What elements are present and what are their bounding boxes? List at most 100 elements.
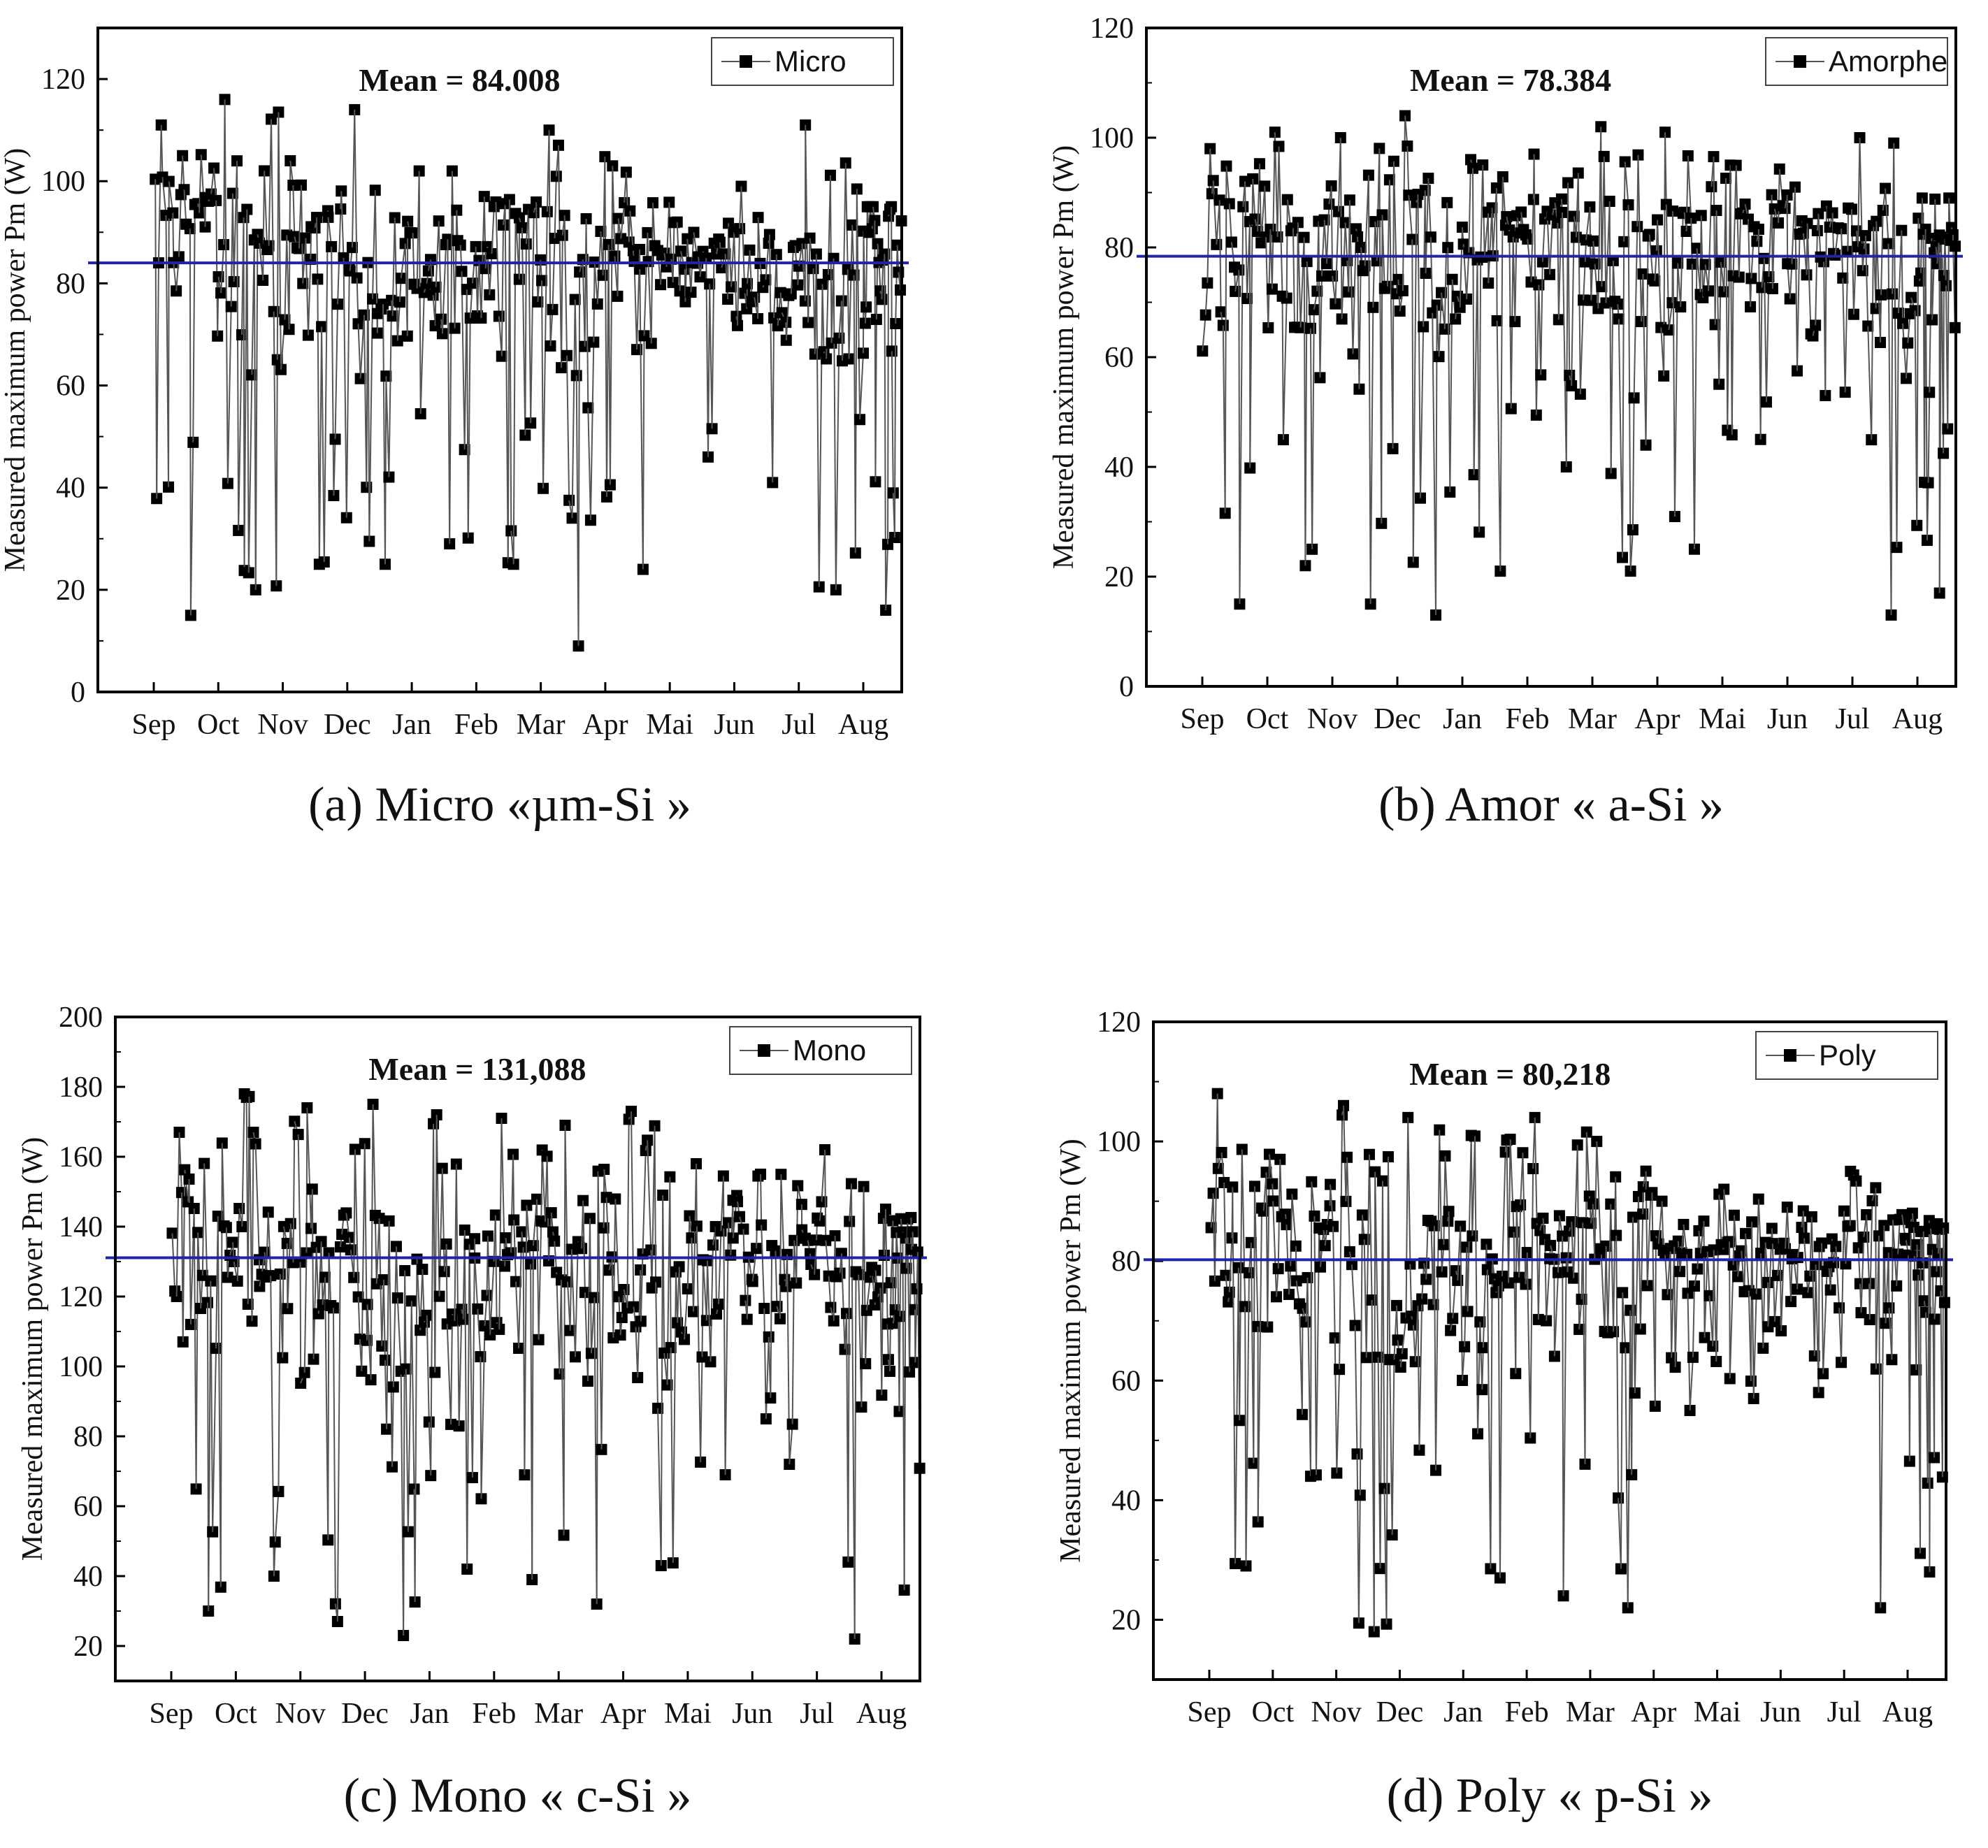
series-d-segment-318 — [1880, 1225, 1885, 1608]
series-a-segment-311 — [821, 284, 825, 352]
series-c-segment-199 — [597, 1171, 603, 1450]
series-d-point-54 — [1319, 1240, 1331, 1252]
series-d-point-246 — [1724, 1373, 1736, 1385]
series-d-point-66 — [1344, 1246, 1355, 1257]
series-d-segment-247 — [1729, 1264, 1734, 1379]
x-tick-label-a-4: Jan — [392, 709, 431, 741]
series-a-segment-348 — [885, 544, 889, 611]
series-c-point-66 — [308, 1353, 319, 1365]
series-a-segment-213 — [609, 166, 614, 485]
series-c-point-25 — [220, 1222, 232, 1234]
series-a-segment-210 — [604, 157, 607, 497]
series-b-segment-197 — [1627, 205, 1632, 572]
series-d-point-28 — [1263, 1148, 1275, 1160]
series-c-segment-222 — [647, 1140, 652, 1250]
y-tick-label-d-0: 20 — [1111, 1604, 1141, 1636]
series-b-point-129 — [1477, 159, 1489, 171]
series-b-point-56 — [1318, 214, 1330, 226]
series-c-segment-47 — [270, 1276, 275, 1577]
series-b-segment-69 — [1348, 200, 1354, 354]
series-b-point-235 — [1708, 151, 1720, 163]
series-d-segment-61 — [1336, 1369, 1341, 1473]
chart-panel-c: 20 40 60 80 100 120 140 160 180 200 Sep Oct Nov Dec Ja… — [0, 979, 994, 1848]
x-tick-label-a-5: Feb — [454, 709, 498, 741]
series-c-point-85 — [349, 1143, 361, 1155]
series-b-segment-339 — [1927, 392, 1931, 483]
series-b-segment-174 — [1577, 173, 1581, 394]
series-b-segment-190 — [1612, 260, 1616, 302]
series-b-point-185 — [1598, 150, 1610, 162]
series-b-point-308 — [1866, 434, 1878, 446]
series-a-segment-44 — [246, 209, 250, 573]
series-c-segment-355 — [912, 1232, 916, 1310]
series-d-segment-108 — [1434, 1129, 1441, 1471]
series-d-segment-201 — [1632, 1217, 1636, 1394]
series-a-segment-88 — [340, 191, 345, 258]
series-a-segment-121 — [412, 233, 415, 284]
chart-panel-a: 0 20 40 60 80 100 120 Sep Oct Nov Dec Jan Feb Mar Apr M… — [0, 0, 994, 867]
series-c-point-274 — [756, 1219, 768, 1231]
series-a-segment-19 — [192, 204, 196, 442]
chart-panel-b: 0 20 40 60 80 100 120 Sep Oct Nov Dec Jan Feb Mar Apr M… — [994, 0, 1988, 867]
series-a-segment-133 — [438, 221, 442, 319]
series-b-segment-160 — [1546, 211, 1551, 275]
series-b-segment-337 — [1924, 229, 1928, 541]
series-a-segment-345 — [881, 260, 884, 300]
series-b-point-125 — [1468, 469, 1480, 481]
series-c-segment-19 — [210, 1280, 214, 1532]
series-a-segment-318 — [835, 338, 840, 590]
series-d-segment-123 — [1467, 1135, 1472, 1312]
series-c-segment-67 — [312, 1247, 317, 1359]
x-tick-label-a-1: Oct — [197, 709, 240, 741]
series-b-segment-66 — [1344, 222, 1348, 261]
series-d-segment-129 — [1481, 1348, 1484, 1390]
series-c-point-39 — [250, 1138, 261, 1150]
series-b-segment-115 — [1449, 279, 1453, 492]
series-b-segment-238 — [1715, 210, 1720, 384]
series-a-segment-108 — [384, 376, 387, 565]
series-b-segment-283 — [1815, 231, 1818, 326]
series-b-segment-169 — [1567, 182, 1571, 376]
series-d-point-105 — [1427, 1299, 1439, 1311]
series-b-segment-27 — [1258, 164, 1262, 243]
series-c-segment-331 — [881, 1218, 884, 1396]
series-b-point-224 — [1682, 150, 1694, 161]
series-b-segment-288 — [1824, 205, 1827, 396]
x-tick-label-d-3: Dec — [1376, 1696, 1424, 1728]
series-b-segment-352 — [1944, 239, 1947, 286]
series-a-segment-89 — [343, 257, 347, 518]
series-b-segment-323 — [1901, 230, 1904, 324]
series-d-segment-257 — [1751, 1222, 1755, 1399]
y-tick-label-c-1: 40 — [73, 1561, 103, 1593]
series-c-point-174 — [541, 1150, 553, 1162]
series-b-point-198 — [1627, 524, 1638, 535]
series-d-point-287 — [1813, 1387, 1824, 1399]
series-c-point-84 — [348, 1271, 360, 1283]
series-d-segment-160 — [1546, 1258, 1551, 1321]
series-b-point-188 — [1605, 468, 1617, 479]
series-d-segment-192 — [1615, 1176, 1618, 1236]
chart-svg-c: 20 40 60 80 100 120 140 160 180 200 Sep Oct Nov Dec Ja… — [17, 1002, 927, 1730]
series-c-segment-192 — [582, 1200, 586, 1293]
series-c-point-147 — [482, 1230, 494, 1242]
series-a-segment-158 — [491, 206, 495, 254]
series-d-segment-297 — [1835, 1246, 1841, 1308]
series-c-segment-272 — [756, 1176, 759, 1249]
y-tick-label-c-0: 20 — [73, 1631, 103, 1663]
series-c-point-191 — [577, 1194, 589, 1206]
series-b-segment-123 — [1468, 159, 1472, 253]
chart-svg-d: 20 40 60 80 100 120 Sep Oct Nov Dec Jan Feb Mar Apr Ma… — [1055, 1006, 1953, 1728]
series-a-segment-185 — [549, 309, 554, 347]
series-c-segment-207 — [614, 1199, 620, 1297]
legend-marker-a — [740, 55, 752, 68]
series-d-point-189 — [1605, 1198, 1617, 1210]
series-d-point-96 — [1407, 1319, 1419, 1331]
series-a-segment-45 — [247, 375, 253, 573]
series-d-point-281 — [1799, 1232, 1810, 1244]
series-c-segment-348 — [903, 1238, 907, 1591]
series-b-segment-214 — [1664, 132, 1667, 205]
y-tick-label-c-5: 120 — [59, 1281, 103, 1313]
series-a-segment-80 — [323, 210, 329, 563]
series-c-point-96 — [373, 1213, 385, 1225]
series-c-segment-119 — [426, 1315, 430, 1422]
